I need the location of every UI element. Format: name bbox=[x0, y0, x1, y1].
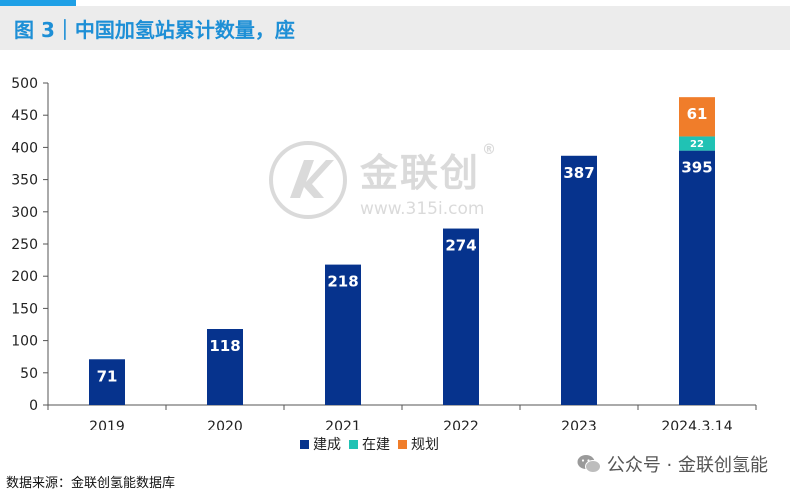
chart-title: 图 3｜中国加氢站累计数量，座 bbox=[14, 17, 295, 42]
x-tick-label: 2020 bbox=[207, 419, 243, 430]
y-tick-label: 50 bbox=[20, 366, 38, 382]
legend-swatch bbox=[300, 439, 309, 449]
x-tick-label: 2023 bbox=[561, 419, 597, 430]
y-tick-label: 450 bbox=[11, 108, 38, 124]
bar-chart: 0 50 100 150 200 250 300 350 400 450 500 71 2019 118 2… bbox=[11, 76, 757, 430]
bar-规划 bbox=[679, 97, 715, 137]
y-tick-label: 400 bbox=[11, 140, 38, 156]
bar-data-label: 274 bbox=[445, 237, 476, 255]
x-tick-label: 2021 bbox=[325, 419, 361, 430]
bar-建成 bbox=[207, 329, 243, 405]
bar-data-label: 61 bbox=[687, 105, 708, 123]
bar-建成 bbox=[443, 228, 479, 405]
y-tick-label: 350 bbox=[11, 173, 38, 189]
legend-label: 规划 bbox=[411, 437, 439, 453]
y-tick-label: 500 bbox=[11, 76, 38, 92]
legend-swatch bbox=[398, 439, 407, 449]
bar-建成 bbox=[679, 150, 715, 405]
wechat-label: 公众号 · 金联创氢能 bbox=[606, 455, 768, 476]
y-tick-label: 200 bbox=[11, 269, 38, 285]
wechat-icon bbox=[577, 455, 601, 473]
bar-data-label: 22 bbox=[690, 139, 704, 150]
bar-data-label: 71 bbox=[97, 367, 118, 385]
title-accent-bar bbox=[0, 0, 76, 6]
y-tick-label: 300 bbox=[11, 205, 38, 221]
bar-建成 bbox=[325, 264, 361, 405]
legend-swatch bbox=[349, 439, 358, 449]
legend-item: 在建 bbox=[349, 434, 390, 454]
bar-data-label: 395 bbox=[681, 159, 712, 177]
y-tick-label: 150 bbox=[11, 301, 38, 317]
source-note: 数据来源：金联创氢能数据库 bbox=[6, 476, 176, 491]
y-tick-label: 100 bbox=[11, 334, 38, 350]
bar-建成 bbox=[561, 155, 597, 405]
legend-label: 建成 bbox=[313, 437, 341, 453]
legend-item: 规划 bbox=[398, 434, 439, 454]
legend-item: 建成 bbox=[300, 434, 341, 454]
bar-在建 bbox=[679, 136, 715, 151]
y-tick-label: 0 bbox=[29, 398, 38, 414]
bar-data-label: 218 bbox=[327, 273, 358, 291]
legend-label: 在建 bbox=[362, 437, 390, 453]
chart-legend: 建成 在建 规划 bbox=[300, 434, 447, 454]
bar-建成 bbox=[89, 359, 125, 405]
bar-data-label: 118 bbox=[209, 337, 240, 355]
bar-data-label: 387 bbox=[563, 164, 594, 182]
title-bar: 图 3｜中国加氢站累计数量，座 bbox=[0, 6, 790, 50]
x-tick-label: 2022 bbox=[443, 419, 479, 430]
y-tick-label: 250 bbox=[11, 237, 38, 253]
x-tick-label: 2024.3.14 bbox=[661, 419, 732, 430]
wechat-account: 公众号 · 金联创氢能 bbox=[577, 451, 768, 477]
x-tick-label: 2019 bbox=[89, 419, 125, 430]
